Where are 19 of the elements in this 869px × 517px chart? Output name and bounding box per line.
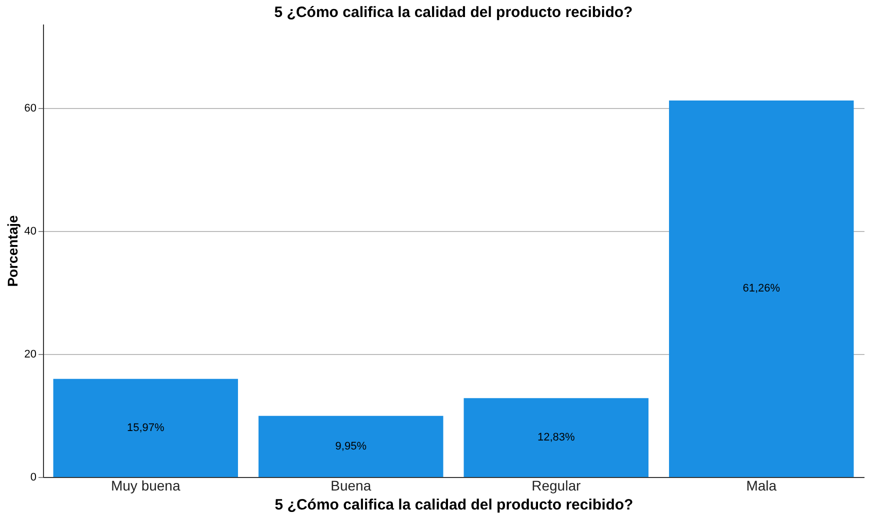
data-label: 61,26%: [742, 282, 780, 295]
chart-title: 5 ¿Cómo califica la calidad del producto recibido?: [274, 4, 633, 21]
y-tick-label: 0: [30, 472, 36, 484]
y-tick-label: 60: [24, 102, 36, 115]
x-tick-label: Buena: [330, 478, 372, 494]
bar: [669, 100, 854, 477]
y-tick-label: 40: [24, 226, 36, 238]
data-label: 9,95%: [335, 440, 367, 452]
bar: [258, 416, 444, 477]
y-axis-title: Porcentaje: [4, 214, 20, 287]
bar: [53, 378, 238, 477]
y-tick-label: 20: [24, 348, 36, 361]
x-axis-title: 5 ¿Cómo califica la calidad del producto recibido?: [274, 496, 634, 514]
bar: [464, 398, 648, 477]
x-tick-label: Muy buena: [110, 478, 180, 494]
x-tick-label: Regular: [532, 478, 581, 494]
data-label: 12,83%: [537, 432, 575, 444]
data-label: 15,97%: [126, 422, 164, 434]
x-tick-label: Mala: [746, 478, 777, 494]
